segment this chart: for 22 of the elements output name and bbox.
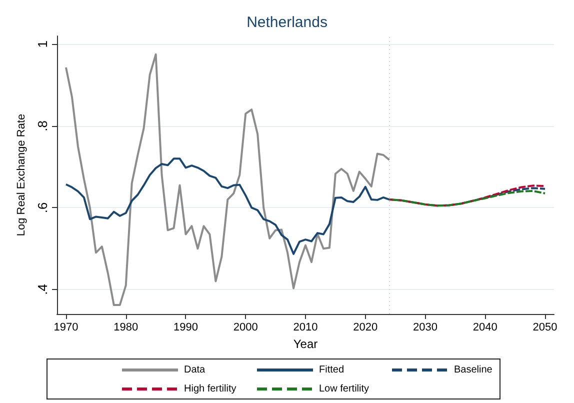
x-tick-label: 2030 [413, 322, 438, 334]
line-series [64, 53, 390, 306]
x-tick-label: 2000 [233, 322, 258, 334]
x-tick-label: 1970 [54, 322, 78, 334]
x-axis-title: Year [293, 336, 318, 351]
y-tick-label: .6 [35, 202, 50, 214]
chart-title: Netherlands [246, 14, 328, 31]
legend-label: Fitted [319, 364, 344, 376]
y-tick-label: 1 [35, 40, 50, 48]
x-tick-label: 2020 [353, 322, 378, 334]
x-tick-label: 2050 [532, 322, 558, 334]
x-tick-label: 2010 [293, 322, 318, 334]
legend-label: High fertility [184, 384, 236, 394]
y-tick-label: .4 [35, 284, 50, 295]
x-tick-label: 2040 [472, 322, 498, 334]
legend-label: Baseline [454, 364, 493, 376]
x-tick-label: 1990 [174, 322, 198, 334]
x-tick-label: 1980 [114, 322, 138, 334]
y-axis-title: Log Real Exchange Rate [16, 114, 28, 236]
legend-label: Low fertility [319, 384, 370, 394]
legend-label: Data [184, 364, 206, 376]
y-tick-label: .8 [35, 120, 50, 132]
